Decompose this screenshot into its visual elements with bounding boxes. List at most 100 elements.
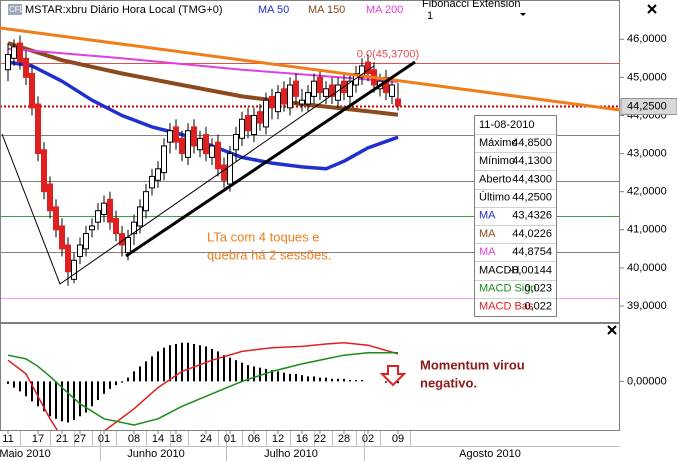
candle-body [232, 134, 239, 151]
candle-body [76, 244, 83, 257]
fib-level-label: 0.0(45,3700) [357, 48, 419, 60]
y-tick-label: 46,0000 [627, 33, 667, 45]
price-frame [0, 0, 620, 323]
candle-body [220, 164, 227, 181]
x-tick-label: 24 [200, 433, 212, 445]
info-label: MA [479, 228, 496, 240]
candle-body [394, 98, 401, 107]
info-label: Máximo [479, 137, 518, 149]
candle-body [298, 99, 305, 105]
legend-entry: MA 200 [366, 4, 403, 16]
candle-body [280, 88, 287, 105]
dropdown-arrow[interactable] [520, 13, 526, 16]
x-tick-label: 11 [2, 433, 13, 445]
y-tick-label: 41,0000 [627, 224, 667, 236]
info-value: 0,022 [524, 301, 552, 313]
x-tick-label: 14 [152, 433, 164, 445]
candle-body [82, 233, 89, 250]
y-tick-label: 42,0000 [627, 186, 667, 198]
tool-name: Fibonacci Extension [422, 0, 520, 10]
x-tick-label: 01 [98, 433, 110, 445]
candle-body [304, 92, 311, 105]
month-label: Maio 2010 [0, 448, 51, 460]
candle-body [382, 76, 389, 94]
price-panel [0, 35, 620, 299]
y-tick-label: 40,0000 [627, 262, 667, 274]
info-value: 44,0226 [512, 228, 552, 240]
icon-box [8, 4, 22, 15]
candle-body [286, 84, 293, 109]
candle-body [106, 198, 113, 223]
x-tick-label: 28 [338, 433, 350, 445]
info-label: MA [479, 246, 496, 258]
symbol: MSTAR:xbru Diário Hora Local (TMG+0) [25, 4, 223, 16]
candle-body [346, 80, 353, 97]
info-label: MACDH [479, 264, 519, 276]
close-icon[interactable] [607, 325, 617, 335]
info-box [474, 115, 557, 317]
drawings [0, 26, 620, 285]
candle-body [154, 168, 161, 181]
candle-body [64, 244, 71, 273]
info-label: MA [479, 210, 496, 222]
candle-body [100, 202, 107, 216]
candle-body [160, 145, 167, 174]
candle-body [142, 191, 149, 212]
annotation: Momentum virou [420, 357, 525, 372]
candle-body [4, 53, 11, 71]
x-tick-label: 22 [314, 433, 326, 445]
fibonacci-line [1, 65, 375, 285]
tool-value: 1 [427, 10, 433, 22]
candle-body [136, 206, 143, 227]
resistance-line [0, 26, 620, 112]
candle-body [94, 210, 101, 223]
x-tick-label: 12 [272, 433, 284, 445]
support-line [125, 60, 416, 258]
candle-body [178, 137, 185, 155]
info-value: 0,023 [524, 283, 552, 295]
candle-body [88, 225, 95, 231]
candle-body [190, 126, 197, 147]
candle-body [184, 130, 191, 158]
legend-entry: MA 150 [308, 4, 345, 16]
candle-body [22, 57, 29, 78]
candle-body [166, 130, 173, 143]
candle-body [208, 145, 215, 158]
x-tick-label: 02 [362, 433, 374, 445]
info-value: 44,2500 [512, 192, 552, 204]
candle-body [52, 206, 59, 231]
candle-body [70, 259, 77, 280]
macd-frame [0, 323, 620, 431]
month-label: Junho 2010 [127, 448, 185, 460]
info-label: Mínimo [479, 155, 515, 167]
candle-body [10, 46, 17, 59]
candle-body [268, 95, 275, 109]
candle-body [388, 84, 395, 97]
candle-body [202, 134, 209, 155]
candle-body [352, 73, 359, 86]
info-value: -0,00144 [509, 264, 552, 276]
candle-body [124, 236, 131, 254]
candle-body [214, 141, 221, 170]
x-tick-label: 06 [248, 433, 260, 445]
candle-body [40, 149, 47, 193]
last-price-tag [620, 98, 677, 115]
info-label: MACD Sign [479, 283, 536, 295]
info-label: Aberto [479, 173, 511, 185]
x-tick-label: 17 [32, 433, 44, 445]
candle-body [316, 76, 323, 94]
series-line [7, 351, 398, 426]
annotation: LTa com 4 toques e [207, 229, 320, 244]
candle-body [34, 103, 41, 155]
info-value: 44,4300 [512, 173, 552, 185]
candle-body [46, 183, 53, 212]
candle-body [58, 225, 65, 250]
info-value: 44,1300 [512, 155, 552, 167]
candle-body [262, 99, 269, 128]
x-tick-label: 16 [296, 433, 308, 445]
candle-body [310, 80, 317, 97]
y-tick-label: 45,0000 [627, 71, 667, 83]
candle-body [250, 114, 257, 136]
